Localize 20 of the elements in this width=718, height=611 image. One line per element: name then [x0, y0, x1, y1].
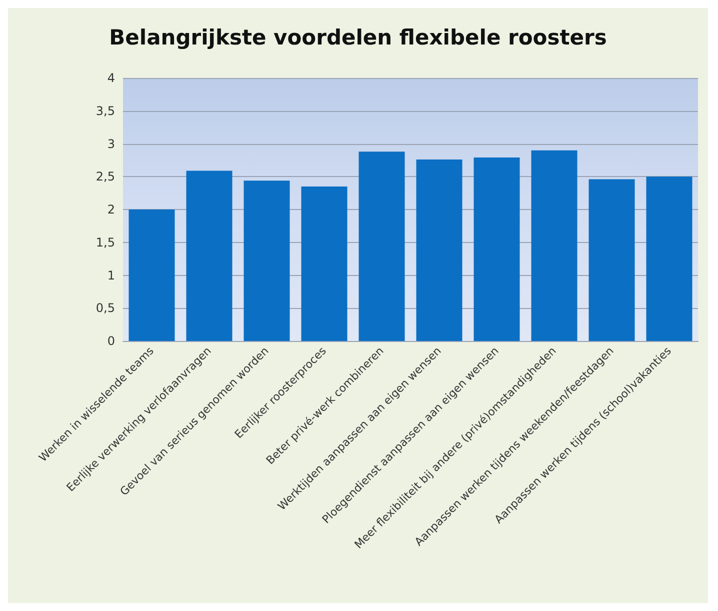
y-tick-label: 0,5 — [96, 301, 115, 316]
y-tick-label: 3 — [107, 136, 115, 151]
y-tick-label: 4 — [107, 71, 115, 85]
bar — [588, 179, 635, 341]
bar — [416, 160, 462, 341]
bar — [531, 150, 578, 341]
y-tick-label: 1 — [107, 268, 115, 282]
bar — [474, 158, 520, 341]
y-tick-label: 2,5 — [96, 170, 115, 184]
bar — [128, 210, 175, 341]
y-tick-label: 2 — [107, 202, 115, 216]
chart-title: Belangrijkste voordelen flexibele roosters — [109, 26, 607, 50]
bar — [358, 152, 405, 341]
bar — [301, 186, 348, 341]
y-tick-label: 3,5 — [96, 104, 115, 118]
y-tick-label: 1,5 — [96, 235, 115, 250]
bar — [186, 170, 232, 341]
bar — [646, 176, 692, 341]
bar — [244, 180, 290, 341]
y-tick-label: 0 — [107, 334, 115, 348]
